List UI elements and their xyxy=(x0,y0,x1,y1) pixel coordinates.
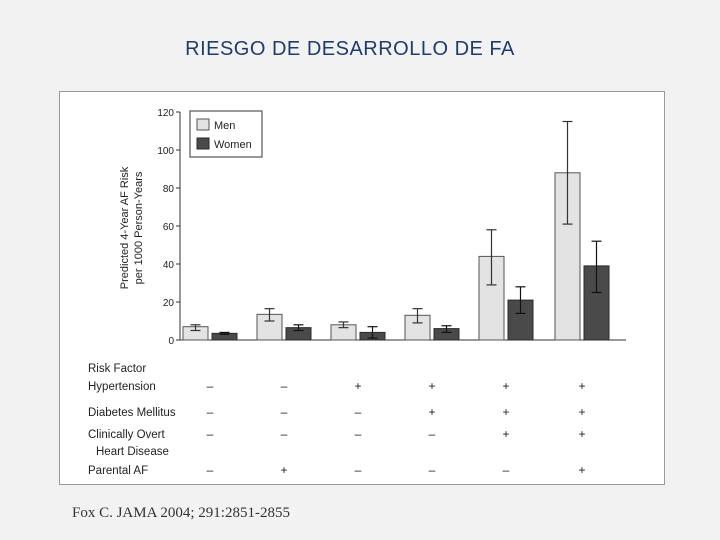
risk-factor-mark: + xyxy=(428,405,435,419)
y-axis-label-line-2: per 1000 Person-Years xyxy=(133,171,145,284)
y-tick-label: 120 xyxy=(157,108,174,119)
risk-factor-mark: – xyxy=(281,379,288,393)
risk-factor-mark: + xyxy=(502,427,509,441)
y-tick-label: 40 xyxy=(163,260,175,271)
risk-factor-mark: – xyxy=(281,405,288,419)
risk-factor-mark: – xyxy=(355,463,362,477)
risk-factor-mark: + xyxy=(578,379,585,393)
risk-factor-mark: – xyxy=(207,463,214,477)
risk-factor-header: Risk Factor xyxy=(88,363,146,375)
legend-swatch-men xyxy=(196,118,210,131)
risk-factor-label: Hypertension xyxy=(88,381,156,393)
slide-title: RIESGO DE DESARROLLO DE FA xyxy=(185,38,515,60)
risk-factor-mark: + xyxy=(354,379,361,393)
risk-factor-label: Parental AF xyxy=(88,465,148,477)
figure-panel: 0 20 40 60 80 100 120 Predicted 4-Year AF Risk p… xyxy=(59,91,665,485)
risk-factor-mark: + xyxy=(502,379,509,393)
af-risk-bar-chart: 0 20 40 60 80 100 120 Predicted 4-Year AF Risk p… xyxy=(88,108,626,477)
y-tick-label: 80 xyxy=(163,184,175,195)
y-tick-label: 60 xyxy=(163,222,175,233)
risk-factor-label: Clinically Overt xyxy=(88,429,165,441)
legend-label-women: Women xyxy=(214,139,252,151)
risk-factor-mark: + xyxy=(502,405,509,419)
risk-factor-mark: + xyxy=(428,379,435,393)
risk-factor-label: Heart Disease xyxy=(96,446,169,458)
source-citation: Fox C. JAMA 2004; 291:2851-2855 xyxy=(72,505,290,521)
risk-factor-mark: – xyxy=(503,463,510,477)
y-axis-label-line-1: Predicted 4-Year AF Risk xyxy=(119,166,131,289)
risk-factor-mark: – xyxy=(429,463,436,477)
risk-factor-mark: + xyxy=(578,463,585,477)
risk-factor-mark: – xyxy=(355,405,362,419)
risk-factor-mark: – xyxy=(207,379,214,393)
risk-factor-mark: – xyxy=(207,405,214,419)
risk-factor-mark: – xyxy=(281,427,288,441)
y-tick-label: 0 xyxy=(168,336,174,347)
risk-factor-mark: + xyxy=(578,427,585,441)
legend-swatch-women xyxy=(196,137,210,150)
risk-factor-mark: – xyxy=(207,427,214,441)
legend-label-men: Men xyxy=(214,120,235,132)
risk-factor-mark: – xyxy=(429,427,436,441)
risk-factor-mark: + xyxy=(578,405,585,419)
risk-factor-mark: – xyxy=(355,427,362,441)
y-tick-label: 20 xyxy=(163,298,175,309)
risk-factor-mark: + xyxy=(280,463,287,477)
risk-factor-label: Diabetes Mellitus xyxy=(88,407,176,419)
y-tick-label: 100 xyxy=(157,146,174,157)
